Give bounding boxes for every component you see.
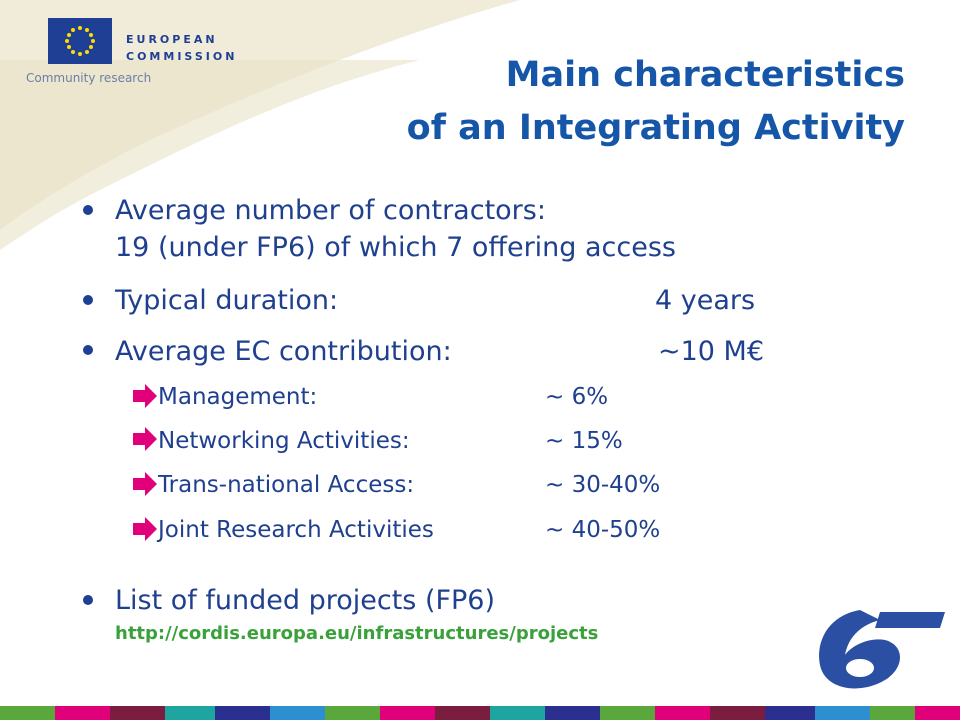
sub-value: ~ 40-50% — [545, 517, 660, 543]
bullet-label: Typical duration: — [114, 285, 338, 316]
logo-tagline: Community research — [26, 71, 151, 85]
link[interactable]: http://cordis.europa.eu/infrastructures/… — [115, 623, 598, 644]
logo-text: EUROPEAN — [126, 33, 218, 46]
background-swoosh — [0, 0, 520, 230]
title-line: of an Integrating Activity — [407, 108, 906, 148]
sub-value: ~ 15% — [545, 428, 623, 454]
bullet-text: Average number of contractors: — [115, 195, 546, 226]
bullet-value: ~10 M€ — [658, 336, 764, 367]
fp6-logo — [819, 610, 945, 689]
eu-stars — [65, 26, 95, 56]
bullet-value: 4 years — [655, 285, 755, 316]
sub-label: Trans-national Access: — [157, 472, 414, 498]
bullet-text: 19 (under FP6) of which 7 offering acces… — [115, 232, 676, 263]
eu-flag — [48, 18, 112, 64]
bullet-dots — [83, 205, 93, 605]
title-line: Main characteristics — [506, 55, 905, 95]
bullet-text: List of funded projects (FP6) — [115, 585, 495, 616]
logo-text: COMMISSION — [126, 50, 237, 63]
sub-value: ~ 30-40% — [545, 472, 660, 498]
color-strip — [0, 706, 960, 720]
sub-arrows — [133, 384, 157, 541]
bullet-label: Average EC contribution: — [115, 336, 452, 367]
background-swoosh — [0, 60, 420, 250]
sub-label: Joint Research Activities — [156, 517, 434, 543]
sub-label: Networking Activities: — [158, 428, 410, 454]
sub-label: Management: — [158, 384, 317, 410]
sub-value: ~ 6% — [545, 384, 608, 410]
